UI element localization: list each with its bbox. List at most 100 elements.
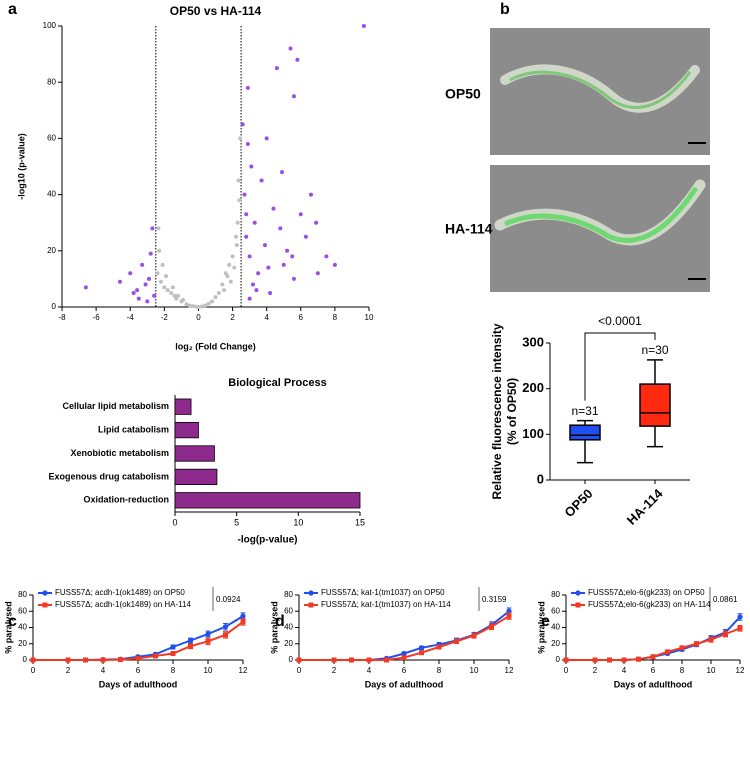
point (164, 274, 169, 279)
point (563, 657, 569, 663)
x-tick-label: 8 (680, 666, 685, 675)
point (146, 276, 151, 281)
microscopy-image (490, 165, 710, 292)
series-line (299, 615, 510, 661)
x-axis-label: -log(p-value) (238, 535, 298, 546)
point (30, 657, 36, 663)
point (184, 302, 189, 307)
point (366, 657, 372, 663)
point (315, 271, 320, 276)
legend-marker (308, 590, 314, 596)
point (152, 293, 157, 298)
point (157, 248, 162, 253)
point (187, 637, 194, 644)
y-tick-label: 60 (551, 606, 560, 615)
x-tick-label: 2 (66, 666, 71, 675)
point (665, 649, 670, 655)
x-tick-label: 8 (171, 666, 176, 675)
y-axis-label: % paralysed (536, 601, 546, 654)
point (199, 304, 204, 309)
point (150, 226, 155, 231)
point (191, 304, 196, 309)
y-axis-label: (% of OP50) (505, 378, 519, 445)
point (249, 164, 254, 169)
point (324, 254, 329, 259)
x-tick-label: 0 (196, 313, 201, 322)
point (679, 645, 685, 651)
series-line (33, 621, 244, 661)
y-axis-label: -log10 (p-value) (16, 133, 26, 200)
legend-marker (575, 602, 581, 608)
y-tick-label: 200 (522, 380, 544, 395)
point (206, 301, 211, 306)
point (165, 288, 170, 293)
point (140, 262, 145, 267)
point (737, 625, 743, 631)
point (162, 285, 167, 290)
y-axis-label: % paralysed (269, 601, 279, 654)
point (298, 212, 303, 217)
y-tick-label: 100 (522, 426, 544, 441)
x-tick-label: 15 (355, 517, 365, 527)
y-tick-label: 60 (284, 606, 293, 615)
point (223, 632, 228, 638)
point (172, 293, 177, 298)
point (233, 234, 238, 239)
point (401, 650, 407, 657)
point (148, 251, 153, 256)
x-tick-label: OP50 (561, 486, 595, 520)
point (251, 282, 256, 287)
point (210, 299, 215, 304)
category-label: Lipid catabolism (98, 424, 169, 434)
point (235, 220, 240, 225)
point (117, 279, 122, 284)
point (170, 285, 175, 290)
point (222, 624, 229, 630)
point (187, 303, 192, 308)
category-label: Oxidation-reduction (84, 495, 170, 505)
point (220, 282, 225, 287)
y-tick-label: 0 (556, 655, 561, 664)
y-tick-label: 80 (18, 590, 27, 599)
point (650, 654, 656, 660)
point (188, 643, 193, 649)
point (264, 136, 269, 141)
bar (174, 398, 192, 415)
point (118, 657, 123, 663)
point (160, 262, 165, 267)
point (245, 142, 250, 147)
x-tick-label: 4 (622, 666, 627, 675)
panel-label: a (8, 1, 17, 18)
point (156, 226, 161, 231)
y-tick-label: 20 (551, 639, 560, 648)
x-tick-label: 12 (505, 666, 514, 675)
point (232, 265, 237, 270)
y-tick-label: 40 (47, 190, 56, 199)
panel-label: b (500, 1, 510, 18)
point (169, 290, 174, 295)
panel-label: c (8, 613, 17, 630)
point (274, 66, 279, 71)
point (349, 657, 354, 663)
x-tick-label: 10 (365, 313, 374, 322)
point (65, 657, 71, 663)
x-tick-label: 10 (293, 517, 303, 527)
y-tick-label: 80 (551, 590, 560, 599)
x-tick-label: 4 (367, 666, 372, 675)
y-tick-label: 40 (551, 623, 560, 632)
y-tick-label: 40 (18, 623, 27, 632)
point (489, 624, 494, 630)
point (135, 288, 140, 293)
point (244, 234, 249, 239)
y-tick-label: 40 (284, 623, 293, 632)
n-label: n=30 (641, 343, 668, 357)
point (223, 271, 228, 276)
point (222, 288, 227, 293)
point (145, 299, 150, 304)
x-tick-label: 0 (31, 666, 36, 675)
x-tick-label: 2 (230, 313, 235, 322)
point (694, 641, 699, 647)
x-tick-label: 8 (437, 666, 442, 675)
point (203, 303, 208, 308)
